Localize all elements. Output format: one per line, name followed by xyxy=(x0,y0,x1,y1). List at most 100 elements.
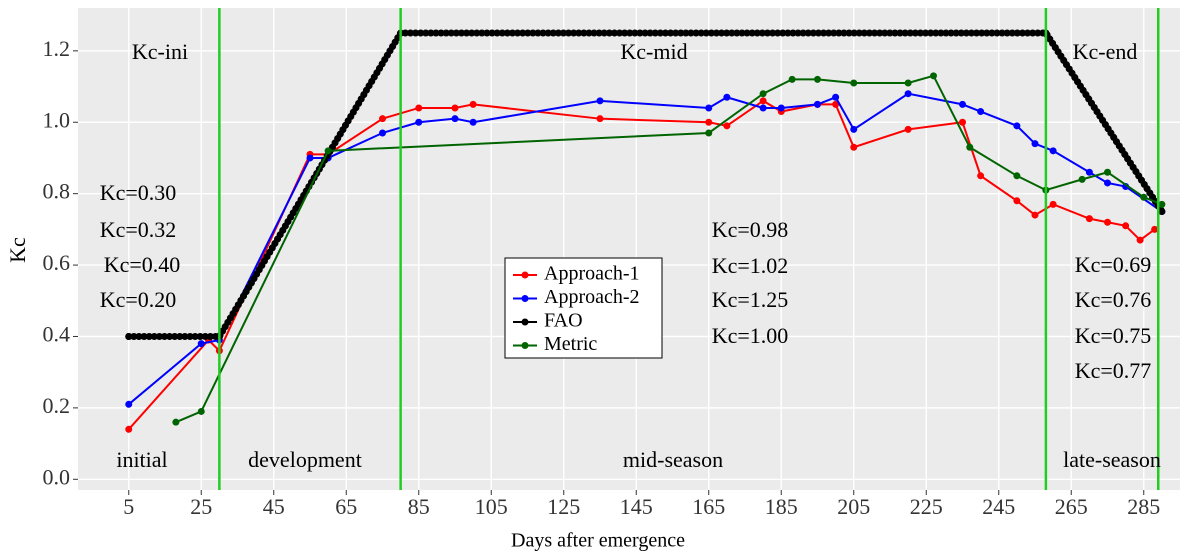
annotation: initial xyxy=(116,447,167,472)
data-point xyxy=(759,104,767,112)
data-point xyxy=(723,93,731,101)
data-point xyxy=(1158,208,1166,216)
data-point xyxy=(1013,172,1021,180)
data-point xyxy=(759,97,767,105)
data-point xyxy=(832,93,840,101)
data-point xyxy=(1158,200,1166,208)
data-point xyxy=(1085,215,1093,223)
data-point xyxy=(904,90,912,98)
x-tick-label: 85 xyxy=(408,494,430,519)
data-point xyxy=(451,115,459,123)
legend-label: Approach-1 xyxy=(544,263,640,285)
data-point xyxy=(977,172,985,180)
data-point xyxy=(850,79,858,87)
data-point xyxy=(705,129,713,137)
x-tick-label: 265 xyxy=(1055,494,1088,519)
x-tick-label: 285 xyxy=(1127,494,1160,519)
data-point xyxy=(197,407,205,415)
annotation: Kc=0.98 xyxy=(712,217,789,242)
annotation: development xyxy=(248,447,362,472)
data-point xyxy=(1151,225,1159,233)
data-point xyxy=(596,115,604,123)
data-point xyxy=(850,143,858,151)
annotation: late-season xyxy=(1063,447,1161,472)
data-point xyxy=(959,118,966,126)
data-point xyxy=(1013,122,1021,130)
data-point xyxy=(172,418,180,426)
annotation: Kc=1.25 xyxy=(712,287,789,312)
x-tick-label: 5 xyxy=(123,494,134,519)
data-point xyxy=(469,100,477,108)
data-point xyxy=(415,104,423,112)
y-axis-title: Kc xyxy=(5,237,30,263)
data-point xyxy=(379,115,386,123)
data-point xyxy=(1078,175,1086,183)
data-point xyxy=(1122,222,1130,230)
y-tick-label: 0.6 xyxy=(43,250,71,275)
data-point xyxy=(1104,218,1111,226)
annotation: Kc=0.69 xyxy=(1075,252,1152,277)
y-tick-label: 0.4 xyxy=(43,322,71,347)
data-point xyxy=(904,125,912,133)
x-tick-label: 125 xyxy=(547,494,580,519)
legend-label: Approach-2 xyxy=(544,286,640,308)
data-point xyxy=(814,75,821,83)
data-point xyxy=(1085,168,1093,176)
x-axis-title: Days after emergence xyxy=(511,530,685,552)
legend-swatch-dot xyxy=(521,295,529,302)
y-tick-label: 0.2 xyxy=(43,393,71,418)
data-point xyxy=(324,147,332,155)
x-tick-label: 225 xyxy=(910,494,943,519)
annotation: Kc=0.20 xyxy=(100,287,177,312)
data-point xyxy=(451,104,459,112)
data-point xyxy=(125,425,133,433)
data-point xyxy=(1049,147,1057,155)
legend-swatch-dot xyxy=(521,318,529,326)
data-point xyxy=(930,72,937,80)
annotation: Kc=0.76 xyxy=(1075,287,1152,312)
data-point xyxy=(1104,168,1111,176)
data-point xyxy=(596,97,604,105)
data-point xyxy=(469,118,477,126)
legend-swatch-dot xyxy=(521,342,529,349)
x-tick-label: 185 xyxy=(765,494,798,519)
data-point xyxy=(759,90,767,98)
annotation: Kc-ini xyxy=(132,39,188,64)
x-tick-label: 205 xyxy=(837,494,870,519)
y-tick-label: 1.2 xyxy=(43,36,71,61)
annotation: Kc-end xyxy=(1073,39,1138,64)
data-point xyxy=(959,100,966,108)
data-point xyxy=(904,79,912,87)
data-point xyxy=(306,154,314,162)
x-tick-label: 245 xyxy=(982,494,1015,519)
x-tick-label: 45 xyxy=(263,494,285,519)
data-point xyxy=(977,108,985,116)
annotation: mid-season xyxy=(623,447,723,472)
x-tick-label: 25 xyxy=(190,494,212,519)
annotation: Kc=0.40 xyxy=(104,252,181,277)
data-point xyxy=(966,143,974,151)
annotation: Kc-mid xyxy=(620,39,687,64)
annotation: Kc=0.32 xyxy=(100,217,177,242)
plot-background xyxy=(78,8,1180,490)
data-point xyxy=(197,340,205,348)
legend-swatch-dot xyxy=(521,271,529,279)
data-point xyxy=(379,129,386,137)
x-tick-label: 165 xyxy=(692,494,725,519)
annotation: Kc=0.30 xyxy=(100,180,177,205)
x-tick-label: 105 xyxy=(475,494,508,519)
y-tick-label: 0.0 xyxy=(43,464,71,489)
data-point xyxy=(415,118,423,126)
annotation: Kc=1.00 xyxy=(712,323,789,348)
data-point xyxy=(1031,140,1039,148)
data-point xyxy=(1013,197,1021,205)
y-tick-label: 0.8 xyxy=(43,179,71,204)
x-tick-label: 145 xyxy=(620,494,653,519)
data-point xyxy=(1049,200,1057,208)
data-point xyxy=(1104,179,1111,187)
data-point xyxy=(705,104,713,112)
data-point xyxy=(1031,211,1039,219)
legend-label: FAO xyxy=(544,310,583,332)
legend-label: Metric xyxy=(544,333,597,355)
